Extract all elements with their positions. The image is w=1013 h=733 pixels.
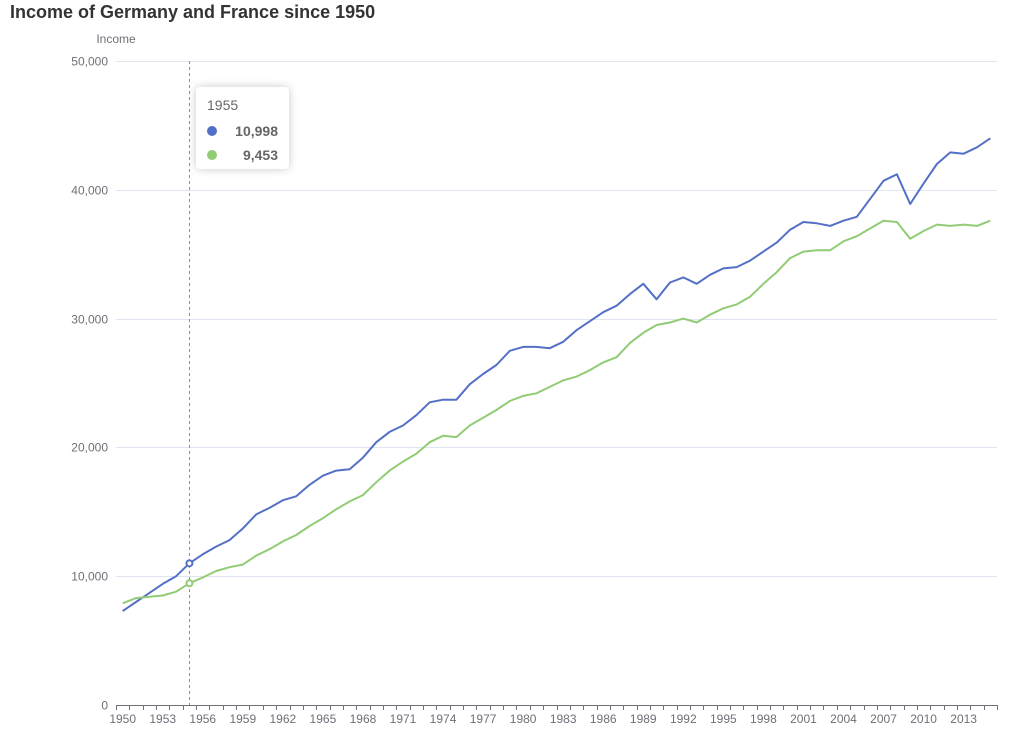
x-tick-label: 1953 xyxy=(149,712,176,726)
series-lines xyxy=(122,137,991,612)
x-tick-label: 1971 xyxy=(390,712,417,726)
tooltip-title: 1955 xyxy=(207,97,239,113)
x-tick-label: 1956 xyxy=(189,712,216,726)
x-tick-label: 1962 xyxy=(270,712,297,726)
y-tick-label: 0 xyxy=(101,699,108,713)
x-tick-label: 1977 xyxy=(470,712,497,726)
tooltip-marker-dot xyxy=(207,126,217,136)
tooltip: 1955 10,998 9,453 xyxy=(196,87,289,169)
x-tick-label: 1998 xyxy=(750,712,777,726)
highlight-point-2 xyxy=(185,579,194,588)
y-tick-label: 50,000 xyxy=(71,55,108,69)
y-tick-label: 30,000 xyxy=(71,313,108,327)
y-tick-label: 20,000 xyxy=(71,441,108,455)
tooltip-row-1: 10,998 xyxy=(207,119,278,143)
series-line-2 xyxy=(122,219,991,605)
y-tick-label: 40,000 xyxy=(71,184,108,198)
grid-lines xyxy=(116,61,997,577)
x-tick-label: 2004 xyxy=(830,712,857,726)
x-tick-label: 1974 xyxy=(430,712,457,726)
tooltip-value: 10,998 xyxy=(235,123,278,139)
x-tick-label: 1989 xyxy=(630,712,657,726)
y-axis-label: Income xyxy=(96,32,136,46)
x-tick-label: 1986 xyxy=(590,712,617,726)
highlight-point-1 xyxy=(185,559,194,568)
x-tick-label: 1992 xyxy=(670,712,697,726)
chart-title: Income of Germany and France since 1950 xyxy=(10,2,376,22)
x-tick-label: 2010 xyxy=(910,712,937,726)
x-tick-label: 1983 xyxy=(550,712,577,726)
x-tick-label: 1959 xyxy=(229,712,256,726)
x-tick-label: 1950 xyxy=(109,712,136,726)
x-tick-label: 1980 xyxy=(510,712,537,726)
x-tick-label: 1968 xyxy=(350,712,377,726)
tooltip-marker-dot xyxy=(207,150,217,160)
axes: 0 10,000 20,000 30,000 40,000 50,000 Income 195… xyxy=(71,32,998,726)
x-tick-label: 2007 xyxy=(870,712,897,726)
x-tick-label: 2013 xyxy=(950,712,977,726)
x-tick-label: 1965 xyxy=(310,712,337,726)
tooltip-row-2: 9,453 xyxy=(207,143,278,167)
x-tick-label: 1995 xyxy=(710,712,737,726)
series-line-1 xyxy=(122,137,991,612)
tooltip-pointer xyxy=(185,61,194,705)
tooltip-value: 9,453 xyxy=(242,147,278,163)
y-tick-label: 10,000 xyxy=(71,570,108,584)
x-tick-label: 2001 xyxy=(790,712,817,726)
